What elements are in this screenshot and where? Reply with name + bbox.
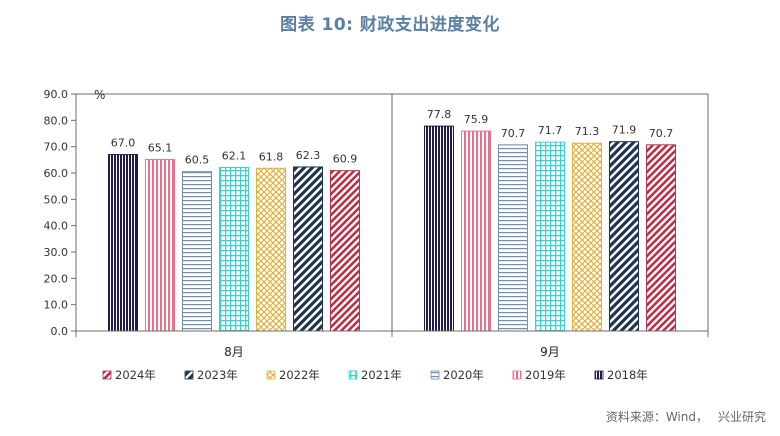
bar	[145, 159, 175, 332]
y-tick-label: 60.0	[44, 167, 69, 180]
data-label: 71.3	[575, 125, 600, 138]
bar	[219, 166, 249, 332]
legend-label: 2023年	[197, 368, 238, 382]
legend-swatch	[512, 370, 522, 380]
data-label: 67.0	[111, 137, 136, 150]
legend: 2024年 2023年 2022年 2021年 2020年 2019年 2018年	[102, 368, 648, 382]
chart-title: 图表 10: 财政支出进度变化	[280, 15, 500, 35]
legend-label: 2022年	[279, 368, 320, 382]
legend-swatch	[266, 370, 276, 380]
data-label: 71.9	[612, 124, 637, 137]
bar	[646, 144, 676, 332]
x-category-label: 8月	[224, 345, 244, 359]
y-tick-label: 0.0	[51, 325, 69, 338]
legend-swatch	[348, 370, 358, 380]
legend-swatch	[184, 370, 194, 380]
x-category-label: 9月	[540, 345, 560, 359]
plot-area	[108, 125, 676, 332]
bar	[293, 166, 323, 332]
bar	[609, 141, 639, 332]
source-prefix: 资料来源：Wind，	[605, 410, 708, 424]
data-label: 62.3	[296, 149, 321, 162]
bar	[256, 167, 286, 332]
bar	[535, 141, 565, 332]
data-label: 60.9	[333, 153, 358, 166]
data-label: 65.1	[148, 142, 173, 155]
legend-label: 2020年	[443, 368, 484, 382]
y-unit-label: %	[94, 88, 105, 102]
y-tick-label: 80.0	[44, 114, 69, 127]
y-tick-label: 50.0	[44, 193, 69, 206]
legend-swatch	[594, 370, 604, 380]
y-tick-label: 20.0	[44, 272, 69, 285]
data-label: 62.1	[222, 149, 247, 162]
axes: 0.0 10.0 20.0 30.0 40.0 50.0 60.0 70.0 80.0 90.0%…	[44, 88, 709, 359]
source-name: 兴业研究	[717, 410, 766, 424]
data-label: 75.9	[464, 113, 489, 126]
y-tick-label: 10.0	[44, 299, 69, 312]
legend-swatch	[430, 370, 440, 380]
data-labels: 67.0 65.1 60.5 62.1 61.8 62.3 60.9 77.8 75.9 70.7…	[111, 108, 674, 167]
bar	[330, 170, 360, 332]
legend-label: 2024年	[115, 368, 156, 382]
bar	[424, 125, 454, 332]
data-label: 70.7	[649, 127, 674, 140]
legend-label: 2021年	[361, 368, 402, 382]
y-tick-label: 90.0	[44, 88, 69, 101]
data-label: 60.5	[185, 154, 210, 167]
y-tick-label: 40.0	[44, 220, 69, 233]
bar	[461, 130, 491, 332]
source-note: 资料来源：Wind， 兴业研究	[606, 408, 766, 425]
y-tick-label: 70.0	[44, 141, 69, 154]
data-label: 77.8	[427, 108, 452, 121]
bar	[572, 142, 602, 332]
legend-label: 2019年	[525, 368, 566, 382]
legend-swatch	[102, 370, 112, 380]
data-label: 70.7	[501, 127, 526, 140]
y-tick-label: 30.0	[44, 246, 69, 259]
bar	[182, 171, 212, 332]
bar	[498, 144, 528, 332]
bar	[108, 154, 138, 332]
legend-label: 2018年	[607, 368, 648, 382]
data-label: 61.8	[259, 150, 284, 163]
data-label: 71.7	[538, 124, 563, 137]
